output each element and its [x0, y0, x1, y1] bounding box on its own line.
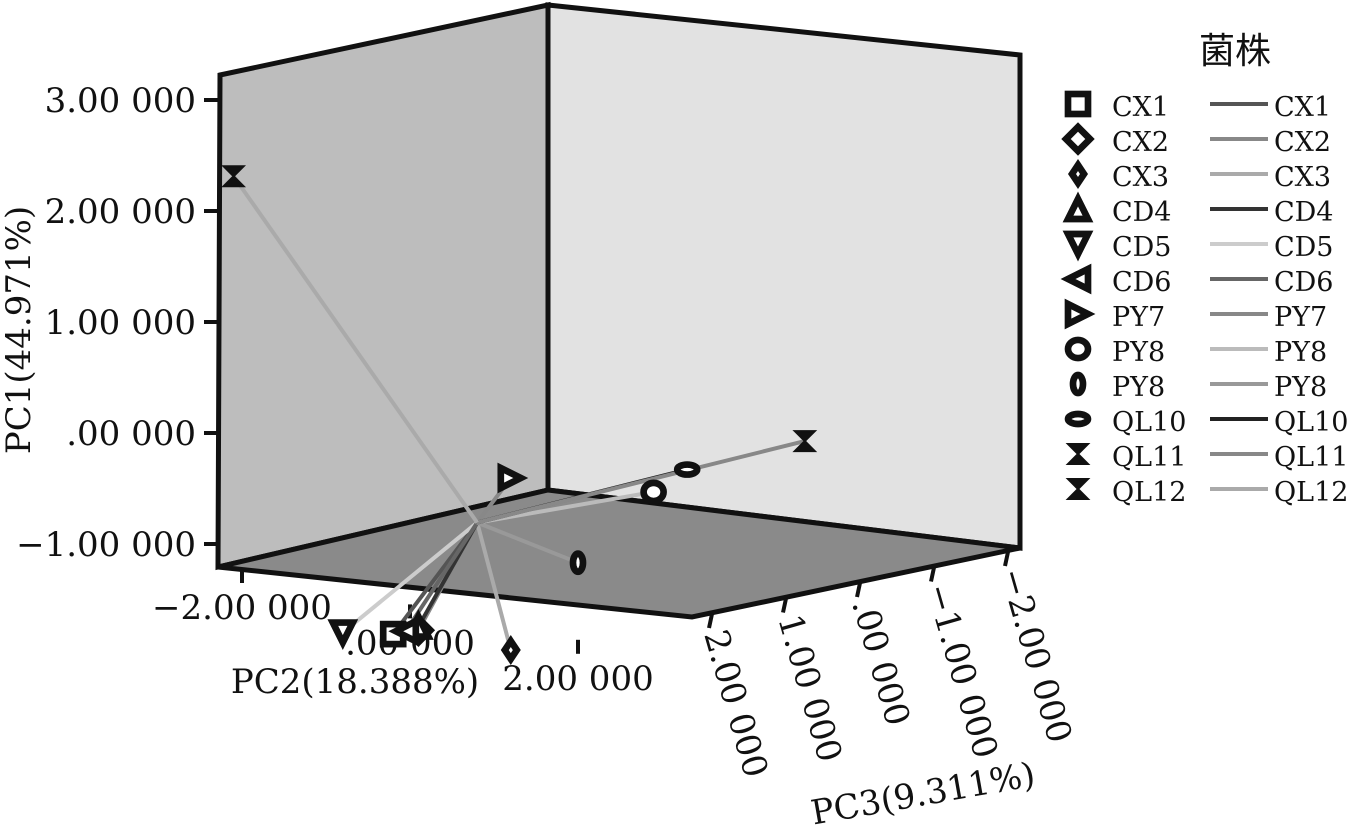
pc3-tick-mark: [855, 582, 862, 598]
legend-marker-label: PY7: [1112, 302, 1165, 333]
series-line-cx3: [475, 522, 513, 651]
legend-marker-triangle-right-icon: [1064, 298, 1096, 330]
pc1-tick-label: .00 000: [66, 414, 196, 454]
series-line-ql12: [231, 175, 479, 524]
legend-marker-triangle-down-icon: [1062, 230, 1094, 262]
legend-line-label: CD5: [1274, 232, 1333, 263]
legend-title: 菌株: [1199, 31, 1271, 72]
axis-title-pc2: PC2(18.388%): [231, 662, 479, 702]
data-point-py7: [497, 462, 529, 494]
legend-marker-label: PY8: [1112, 337, 1165, 368]
back-right-wall: [545, 2, 1023, 551]
pc3-tick-mark: [781, 598, 788, 613]
legend-line-label: QL10: [1274, 407, 1348, 438]
data-point-cd6: [388, 615, 420, 647]
pc1-tick-label: 3.00 000: [45, 81, 196, 121]
data-point-ql12: [221, 165, 247, 188]
legend-marker-small-ellipse-icon: [1069, 371, 1087, 397]
legend-marker-label: PY8: [1112, 372, 1165, 403]
legend-row: PY8 PY8: [1064, 336, 1327, 368]
legend-marker-triangle-up-icon: [1062, 191, 1094, 223]
data-point-py8: [640, 479, 667, 505]
series-line-py8: [476, 520, 579, 565]
legend-marker-label: QL11: [1112, 442, 1186, 473]
pc3-axis-line: [691, 546, 1021, 619]
series-lines: [231, 175, 806, 651]
legend-marker-circle-icon: [1064, 336, 1092, 362]
legend-line-label: CD6: [1274, 267, 1333, 298]
legend-marker-label: CD5: [1112, 232, 1171, 263]
legend-row: PY7 PY7: [1064, 298, 1327, 333]
pc3-tick-mark: [707, 613, 714, 629]
legend-line-label: PY8: [1274, 372, 1327, 403]
pc3-tick-label: −2.00 000: [991, 563, 1079, 747]
legend-row: QL10 QL10: [1064, 407, 1348, 438]
pc1-tick-label: 2.00 000: [45, 192, 196, 232]
legend-marker-diamond-icon: [1061, 122, 1095, 156]
legend-marker-label: CD6: [1112, 267, 1171, 298]
series-line-cd5: [341, 521, 479, 635]
axis-title-pc1: PC1(44.971%): [0, 206, 39, 454]
series-line-ql11: [476, 439, 806, 525]
data-point-py8: [569, 550, 587, 576]
legend-marker-label: QL10: [1112, 407, 1186, 438]
legend-line-label: CX3: [1274, 162, 1331, 193]
legend-row: QL11 QL11: [1065, 442, 1348, 473]
pc2-tick-label: 2.00 000: [502, 659, 653, 699]
legend-marker-bowtie-v-icon: [1065, 478, 1091, 500]
legend-line-label: QL12: [1274, 477, 1348, 508]
legend-row: QL12 QL12: [1065, 477, 1348, 508]
legend-marker-label: CX1: [1112, 92, 1169, 123]
legend-marker-triangle-left-icon: [1060, 263, 1092, 295]
legend-marker-square-icon: [1064, 90, 1092, 118]
pc3-tick-label: 2.00 000: [695, 625, 775, 782]
legend-marker-label: CD4: [1112, 197, 1171, 228]
pc2-tick-label: −2.00 000: [152, 588, 332, 628]
legend-line-label: CD4: [1274, 197, 1333, 228]
legend-marker-flat-ellipse-icon: [1064, 410, 1092, 428]
vertical-axis-ticks: 3.00 000 2.00 000 1.00 000 .00 000 −1.00 000: [16, 81, 220, 565]
pc1-tick-label: 1.00 000: [45, 303, 196, 343]
legend-row: CD6 CD6: [1060, 263, 1333, 298]
legend-marker-label: QL12: [1112, 477, 1186, 508]
legend-marker-label: CX2: [1112, 127, 1169, 158]
legend-row: CD5 CD5: [1062, 230, 1333, 263]
series-line-py8: [476, 489, 654, 525]
legend-row: CX3 CX3: [1067, 158, 1331, 193]
axis-title-pc3: PC3(9.311%): [808, 755, 1038, 834]
series-markers: [221, 165, 818, 666]
legend-row: CD4 CD4: [1062, 191, 1333, 228]
pc3-tick-label: −1.00 000: [917, 579, 1005, 763]
data-point-cx3: [500, 635, 521, 666]
pc1-tick-label: −1.00 000: [16, 525, 196, 565]
legend-line-label: PY7: [1274, 302, 1327, 333]
data-point-cd5: [327, 619, 359, 651]
legend-line-label: CX1: [1274, 92, 1331, 123]
legend-line-label: CX2: [1274, 127, 1331, 158]
legend-marker-small-diamond-icon: [1067, 158, 1089, 190]
legend-row: PY8 PY8: [1069, 371, 1327, 403]
data-point-ql10: [673, 461, 701, 478]
pc2-axis-line: [217, 565, 693, 619]
legend-marker-bowtie-h-icon: [1065, 443, 1091, 465]
pc3-tick-label: .00 000: [843, 594, 917, 730]
legend-row: CX1 CX1: [1064, 90, 1331, 123]
legend-line-label: QL11: [1274, 442, 1348, 473]
pc3-tick-mark: [1003, 551, 1010, 567]
legend-marker-label: CX3: [1112, 162, 1169, 193]
pc3-tick-mark: [929, 567, 936, 582]
pc3-tick-label: 1.00 000: [769, 610, 849, 767]
data-point-ql11: [792, 430, 818, 453]
legend-line-label: PY8: [1274, 337, 1327, 368]
legend-row: CX2 CX2: [1061, 122, 1331, 158]
